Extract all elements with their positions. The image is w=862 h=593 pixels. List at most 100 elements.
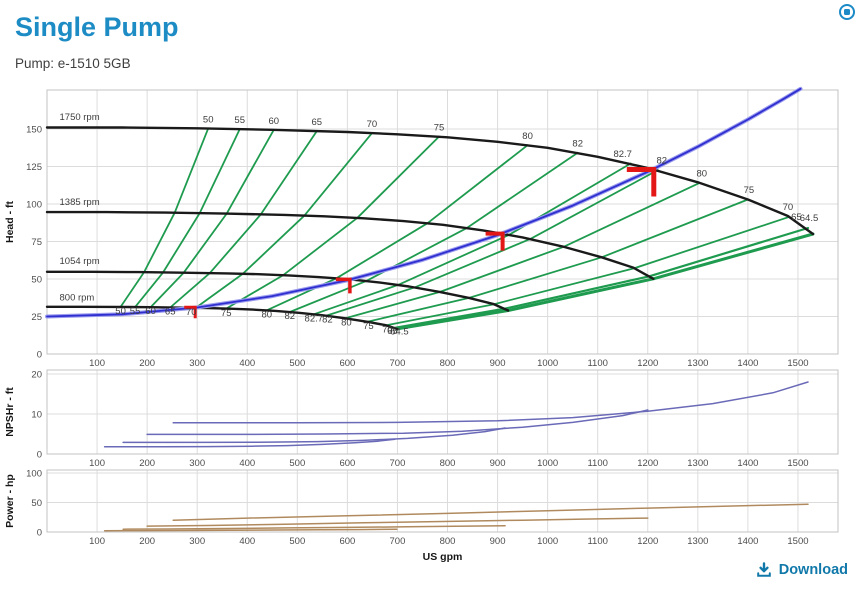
npsh-1054-rpm: [122, 427, 506, 444]
curve-label: 800 rpm: [60, 292, 95, 303]
duty-point-marker: [335, 277, 352, 294]
efficiency-contour: [194, 132, 373, 309]
download-button[interactable]: Download: [756, 562, 848, 578]
x-tick-label: 900: [490, 358, 506, 369]
curve-label: 1054 rpm: [60, 256, 100, 267]
x-tick-label: 1000: [537, 536, 558, 547]
y-tick-label: 50: [31, 498, 42, 509]
plot-frame: [46, 369, 839, 455]
curve-label: 70: [367, 119, 378, 130]
curve-label: 80: [522, 131, 533, 142]
curve-label: 1750 rpm: [60, 112, 100, 123]
plot-frame: [46, 89, 839, 355]
x-tick-label: 500: [289, 458, 305, 469]
curve-label: 70: [783, 202, 794, 213]
y-tick-label: 0: [37, 350, 42, 361]
pump-model-subtitle: Pump: e-1510 5GB: [15, 56, 131, 71]
target-icon-dot: [844, 9, 850, 15]
target-icon[interactable]: [839, 4, 855, 20]
duty-point-marker: [485, 231, 505, 251]
x-tick-label: 1300: [687, 358, 708, 369]
efficiency-contour: [225, 135, 440, 310]
curve-label: 65: [165, 307, 176, 318]
x-tick-label: 700: [390, 458, 406, 469]
curve-label: 80: [697, 168, 708, 179]
y-tick-label: 0: [37, 450, 42, 461]
curve-label: 80: [341, 317, 352, 328]
curve-label: 82.7: [305, 313, 324, 324]
npsh-1750-rpm: [172, 381, 809, 424]
x-tick-label: 1200: [637, 358, 658, 369]
x-tick-label: 200: [139, 536, 155, 547]
curve-label: 82: [322, 315, 333, 326]
curve-label: 65: [312, 117, 323, 128]
curve-label: 64.5: [800, 213, 819, 224]
y-tick-label: 100: [26, 200, 42, 211]
x-tick-label: 1200: [637, 458, 658, 469]
x-tick-label: 700: [390, 358, 406, 369]
y-tick-label: 25: [31, 312, 42, 323]
efficiency-contour: [134, 128, 241, 309]
x-tick-label: 400: [239, 358, 255, 369]
x-tick-label: 500: [289, 358, 305, 369]
efficiency-contour: [288, 151, 579, 313]
x-tick-label: 1500: [787, 358, 808, 369]
x-tick-label: 1500: [787, 458, 808, 469]
y-tick-label: 50: [31, 275, 42, 286]
x-tick-label: 300: [189, 458, 205, 469]
x-tick-label: 200: [139, 458, 155, 469]
x-tick-label: 1300: [687, 458, 708, 469]
curve-label: 75: [363, 321, 374, 332]
x-tick-label: 1500: [787, 536, 808, 547]
duty-point-marker: [184, 305, 197, 319]
curve-1750-rpm: [45, 126, 815, 236]
x-tick-label: 300: [189, 536, 205, 547]
curve-label: 82: [657, 156, 668, 167]
curve-label: 55: [130, 306, 141, 317]
power-800-rpm: [103, 528, 398, 532]
y-tick-label: 100: [26, 468, 42, 479]
page-header: Single Pump Pump: e-1510 5GB: [0, 0, 862, 82]
curve-label: 50: [203, 114, 214, 125]
efficiency-contour: [393, 226, 810, 329]
curve-1385-rpm: [45, 210, 655, 281]
x-tick-label: 900: [490, 536, 506, 547]
duty-point-marker: [626, 167, 657, 197]
curve-label: 55: [234, 115, 245, 126]
x-tick-label: 1000: [537, 358, 558, 369]
x-tick-label: 800: [440, 536, 456, 547]
power-1385-rpm: [146, 517, 649, 527]
efficiency-contour: [149, 128, 275, 309]
x-tick-label: 400: [239, 458, 255, 469]
download-label: Download: [778, 562, 848, 578]
y-tick-label: 0: [37, 528, 42, 539]
y-tick-label: 75: [31, 237, 42, 248]
x-tick-label: 600: [339, 358, 355, 369]
y-axis-title: Power - hp: [4, 474, 16, 528]
curve-label: 82.7: [613, 149, 632, 160]
x-tick-label: 500: [289, 536, 305, 547]
x-tick-label: 1200: [637, 536, 658, 547]
download-icon: [756, 562, 771, 577]
x-tick-label: 300: [189, 358, 205, 369]
x-tick-label: 1000: [537, 458, 558, 469]
x-tick-label: 100: [89, 458, 105, 469]
x-tick-label: 800: [440, 458, 456, 469]
efficiency-contour: [312, 162, 632, 316]
efficiency-contour: [344, 181, 701, 320]
system-curve: [46, 87, 802, 318]
efficiency-contour: [395, 232, 815, 331]
curve-1054-rpm: [45, 270, 510, 312]
x-tick-label: 100: [89, 536, 105, 547]
plot-frame: [46, 469, 839, 533]
x-tick-label: 1100: [587, 458, 607, 469]
x-tick-label: 1400: [737, 536, 758, 547]
efficiency-contour: [119, 127, 210, 308]
curve-label: 75: [434, 123, 445, 134]
y-tick-label: 150: [26, 125, 42, 136]
curve-label: 60: [145, 306, 156, 317]
curve-label: 80: [262, 310, 273, 321]
efficiency-contour: [385, 215, 791, 327]
x-tick-label: 200: [139, 358, 155, 369]
